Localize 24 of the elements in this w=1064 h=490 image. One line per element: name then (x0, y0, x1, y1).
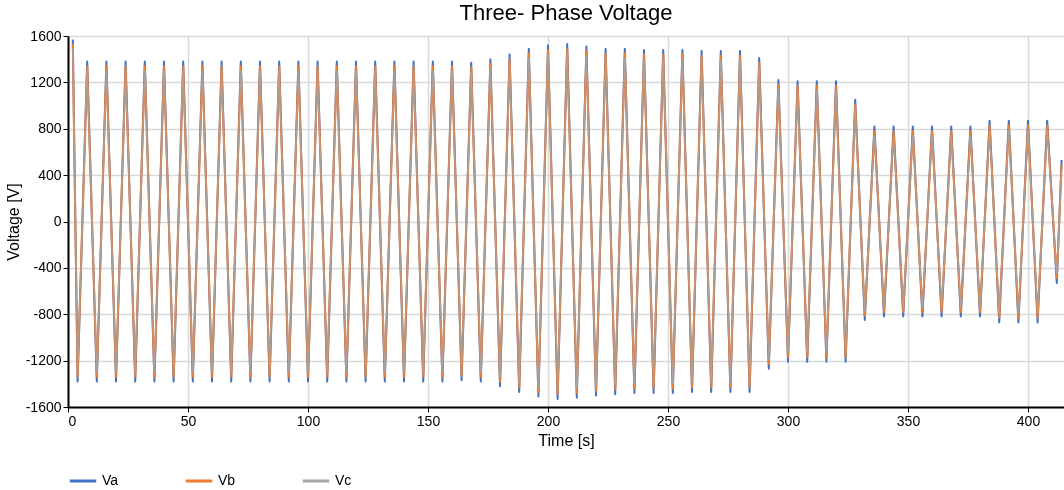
x-tick-label: 400 (1016, 412, 1041, 429)
y-tick-label: 800 (38, 120, 62, 137)
x-tick-label: 100 (296, 412, 321, 429)
y-tick-label: -800 (33, 305, 62, 322)
y-tick-label: 1200 (30, 73, 62, 90)
x-tick-label: 150 (416, 412, 441, 429)
y-axis-title: Voltage [V] (4, 183, 22, 261)
y-tick-label: -400 (33, 259, 62, 276)
x-tick-label: 0 (68, 412, 77, 429)
y-tick-label: 0 (53, 213, 62, 229)
legend-label: Vc (335, 472, 352, 488)
x-tick-label: 250 (656, 412, 681, 429)
y-tick-label: 1600 (30, 27, 62, 44)
x-tick-label: 200 (536, 412, 561, 429)
x-axis-title: Time [s] (538, 431, 595, 449)
chart-title: Three- Phase Voltage (459, 0, 673, 25)
legend-label: Vb (218, 472, 236, 488)
legend-label: Va (102, 472, 119, 488)
y-tick-label: -1200 (25, 352, 62, 369)
x-tick-label: 50 (180, 412, 197, 429)
y-tick-label: 400 (38, 166, 62, 183)
y-tick-label: -1600 (25, 398, 62, 415)
x-tick-label: 300 (776, 412, 801, 429)
x-tick-label: 350 (896, 412, 921, 429)
